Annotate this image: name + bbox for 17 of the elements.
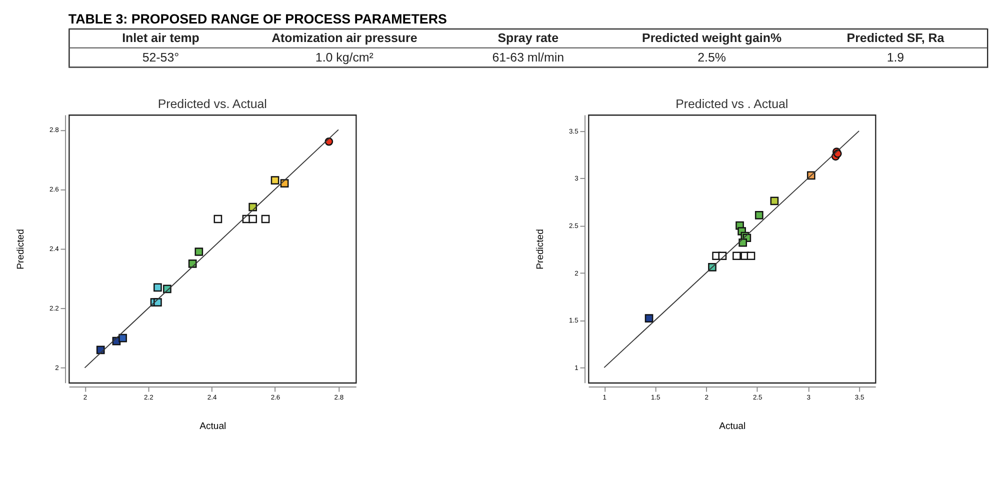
text: Predicted weight gain%: [642, 31, 782, 46]
chart-title: Predicted vs . Actual: [676, 97, 788, 112]
x-axis-title: Actual: [719, 421, 746, 432]
text: 1.9: [886, 50, 904, 64]
text: Atomization air pressure: [272, 31, 418, 46]
y-axis-title: Predicted: [16, 229, 27, 270]
text: 61-63 ml/min: [492, 50, 564, 64]
text: Spray rate: [498, 31, 559, 46]
text: Inlet air temp: [122, 31, 200, 46]
x-axis-title: Actual: [200, 421, 226, 432]
chart-title: Predicted vs. Actual: [158, 97, 267, 112]
text: 1.0 kg/cm²: [315, 50, 374, 64]
text: TABLE 3: PROPOSED RANGE OF PROCESS PARAMETERS: [68, 11, 447, 26]
text: Predicted SF, Ra: [846, 31, 944, 46]
text: 2.5%: [698, 50, 726, 64]
text: 52-53°: [142, 50, 180, 64]
y-axis-title: Predicted: [535, 229, 546, 270]
